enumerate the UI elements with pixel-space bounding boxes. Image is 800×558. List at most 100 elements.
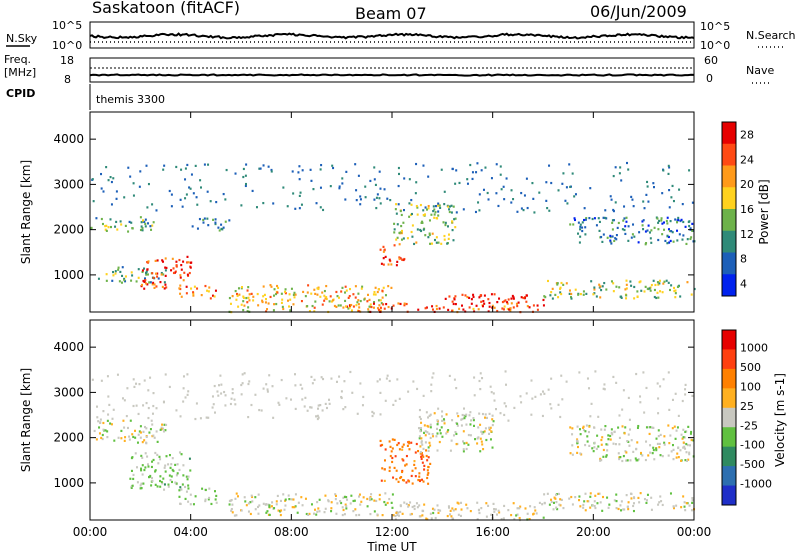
range-cell [680, 218, 683, 221]
range-cell [428, 414, 431, 417]
range-cell [398, 257, 401, 260]
range-cell [427, 449, 430, 453]
range-cell [437, 214, 440, 217]
range-cell [476, 501, 479, 504]
range-cell [282, 186, 285, 189]
range-cell [306, 305, 309, 308]
range-cell [210, 502, 213, 506]
range-cell [598, 229, 601, 232]
range-cell [382, 263, 385, 266]
range-cell [237, 287, 240, 290]
range-cell [488, 305, 491, 308]
range-cell [505, 383, 508, 386]
range-cell [649, 451, 652, 454]
range-cell [636, 459, 639, 462]
range-cell [672, 505, 675, 508]
range-cell [429, 436, 432, 440]
range-cell [203, 217, 206, 220]
range-cell [137, 276, 140, 279]
range-cell [499, 412, 502, 415]
range-cell [189, 493, 192, 496]
range-cell [611, 433, 614, 436]
range-cell [131, 274, 134, 277]
range-cell [319, 403, 322, 407]
colorbar-tick-label: 100 [740, 380, 761, 393]
station-title: Saskatoon (fitACF) [92, 0, 240, 17]
range-cell [457, 415, 460, 418]
range-cell [689, 444, 692, 447]
range-cell [490, 177, 493, 180]
range-cell [688, 451, 691, 454]
range-cell [454, 226, 457, 229]
range-cell [424, 213, 427, 216]
range-cell [175, 264, 178, 267]
range-cell [684, 225, 687, 228]
range-cell [435, 241, 438, 244]
range-cell [650, 229, 653, 232]
range-cell [123, 439, 126, 442]
range-cell [413, 242, 416, 246]
range-cell [357, 303, 360, 306]
range-cell [188, 186, 191, 189]
range-cell [589, 187, 592, 190]
range-cell [674, 437, 677, 440]
range-cell [599, 459, 602, 462]
range-cell [655, 449, 658, 452]
range-cell [511, 294, 514, 298]
range-cell [421, 509, 424, 512]
range-cell [147, 222, 150, 225]
range-cell [592, 450, 595, 453]
range-cell [691, 201, 694, 204]
range-cell [486, 191, 489, 195]
range-cell [391, 493, 394, 496]
range-cell [268, 504, 271, 507]
range-cell [629, 459, 632, 462]
range-cell [431, 308, 434, 311]
range-cell [167, 485, 170, 488]
range-cell [425, 411, 428, 414]
range-cell [690, 293, 693, 296]
range-cell [512, 198, 515, 201]
range-cell [182, 387, 185, 390]
range-cell [661, 503, 664, 507]
range-cell [423, 431, 426, 434]
range-cell [306, 291, 309, 294]
range-cell [690, 509, 693, 512]
range-cell [320, 376, 323, 379]
range-cell [305, 512, 308, 516]
range-cell [156, 453, 159, 457]
range-cell [433, 216, 436, 219]
range-cell [235, 292, 238, 296]
range-cell [689, 432, 692, 435]
range-cell [262, 201, 265, 205]
range-cell [660, 219, 663, 222]
range-cell [579, 292, 582, 296]
range-cell [127, 230, 130, 233]
range-cell [526, 305, 529, 308]
range-cell [196, 287, 199, 290]
range-cell [667, 281, 670, 284]
range-cell [182, 279, 185, 282]
range-cell [626, 505, 629, 508]
range-cell [368, 298, 371, 301]
range-cell [645, 501, 648, 505]
range-cell [380, 479, 383, 482]
range-cell [478, 508, 481, 511]
range-cell [429, 462, 432, 465]
range-cell [484, 413, 487, 416]
range-cell [152, 458, 155, 462]
range-cell [448, 506, 451, 509]
range-cell [604, 209, 607, 212]
range-cell [568, 163, 571, 166]
range-cell [319, 295, 322, 298]
range-cell [139, 170, 142, 173]
range-cell [589, 492, 592, 495]
range-cell [138, 185, 141, 188]
range-cell [154, 451, 157, 455]
range-cell [139, 228, 142, 232]
power-ylabel: Slant Range [km] [19, 160, 33, 264]
colorbar-tick-label: 8 [740, 253, 747, 266]
range-cell [451, 229, 454, 232]
range-cell [175, 474, 178, 477]
